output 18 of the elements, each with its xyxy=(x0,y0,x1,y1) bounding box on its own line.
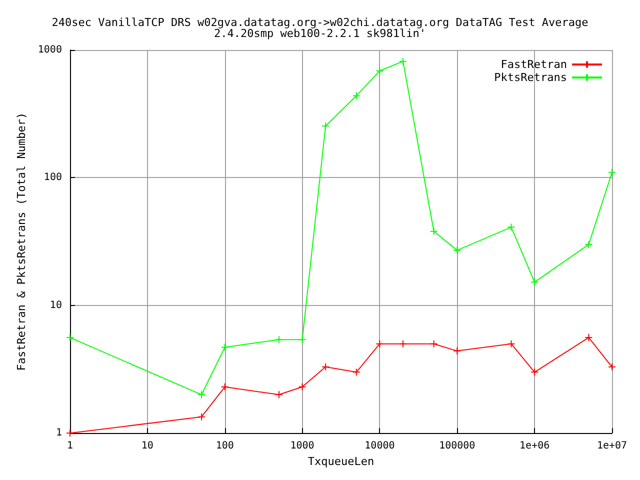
y-tick-label: 1 xyxy=(56,428,62,439)
legend-label: FastRetran xyxy=(500,58,567,71)
x-tick-label: 10000 xyxy=(364,440,395,452)
chart-title: 240sec VanillaTCP DRS w02gva.datatag.org->w02chi.datatag.org DataTAG Test Average xyxy=(52,16,588,29)
chart-subtitle: 2.4.20smp web100-2.2.1 sk981lin' xyxy=(214,27,426,40)
legend-label: PktsRetrans xyxy=(494,71,567,84)
y-tick-label: 10 xyxy=(50,300,62,311)
x-tick-label: 100 xyxy=(216,440,234,452)
x-tick-label: 100000 xyxy=(439,440,476,452)
y-tick-label: 1000 xyxy=(38,44,62,56)
y-tick-label: 100 xyxy=(44,172,62,184)
x-tick-label: 1000 xyxy=(290,440,314,452)
x-tick-label: 1e+06 xyxy=(520,440,550,452)
x-axis-title: TxqueueLen xyxy=(308,455,374,468)
x-tick-label: 1 xyxy=(66,440,73,452)
y-axis-title: FastRetran & PktsRetrans (Total Number) xyxy=(15,112,28,371)
x-tick-label: 10 xyxy=(141,440,154,452)
x-tick-label: 1e+07 xyxy=(596,440,628,452)
